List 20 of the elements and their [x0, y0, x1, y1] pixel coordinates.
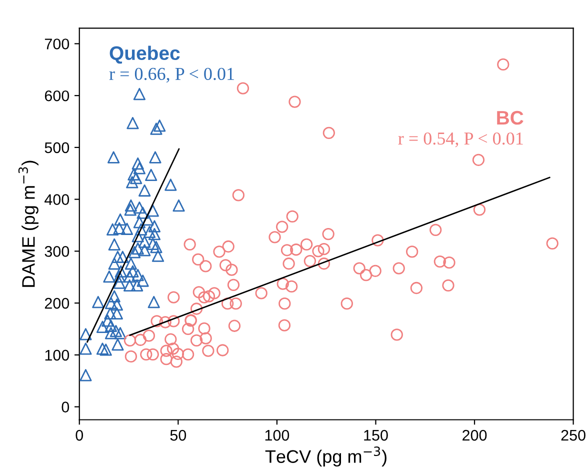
x-tick-label: 250 [561, 430, 586, 441]
x-tick-label: 50 [170, 430, 186, 441]
y-tick-label: 300 [44, 246, 70, 257]
y-tick-label: 0 [62, 402, 70, 412]
y-tick-label: 400 [44, 194, 70, 205]
x-tick-label: 200 [462, 430, 487, 441]
x-tick-label: 0 [76, 430, 84, 441]
x-tick-label: 150 [364, 430, 388, 441]
y-tick-label: 600 [44, 90, 70, 102]
y-tick-label: 500 [44, 142, 70, 154]
annotation: r = 0.66, P < 0.01 [109, 68, 234, 83]
x-axis-title: TeCV (pg m$^{−3}$) [265, 446, 386, 467]
x-tick-label: 100 [265, 430, 290, 441]
series-label: BC [497, 110, 524, 125]
series-label: Quebec [110, 46, 180, 64]
y-tick-label: 100 [45, 350, 70, 361]
y-axis-title: DAME (pg m$^{−3}$) [18, 160, 38, 287]
y-tick-label: 200 [44, 298, 70, 309]
y-tick-label: 700 [44, 38, 70, 50]
annotation: r = 0.54, P < 0.01 [398, 132, 523, 148]
